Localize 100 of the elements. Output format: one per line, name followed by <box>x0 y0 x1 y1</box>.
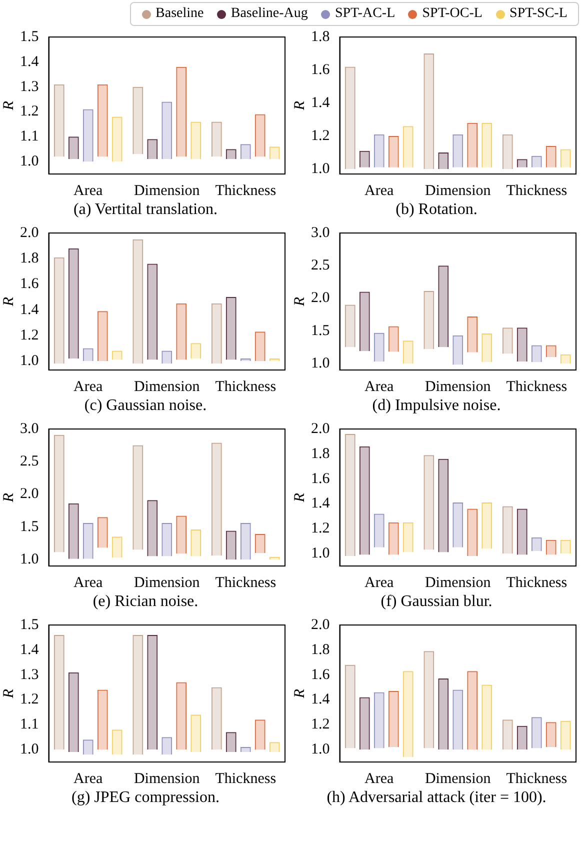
legend-label: SPT-SC-L <box>508 6 568 22</box>
bar <box>190 529 202 556</box>
bar <box>402 522 414 552</box>
text: (d) Impulsive noise. <box>371 396 502 416</box>
bar <box>190 122 202 160</box>
x-tick-label: Thickness <box>506 378 568 395</box>
bar <box>482 684 492 750</box>
legend-label: Baseline-Aug <box>230 6 308 22</box>
bar <box>54 434 64 552</box>
y-tick-label: 2.0 <box>20 486 39 502</box>
y-tick-label: 1.2 <box>311 716 330 733</box>
bar <box>402 340 414 364</box>
bar <box>82 522 94 559</box>
y-tick-label: 1.3 <box>20 78 39 95</box>
bar <box>211 442 222 556</box>
x-tick-label: Dimension <box>424 182 492 199</box>
bar <box>344 304 356 348</box>
bar <box>147 634 158 750</box>
bar <box>502 328 513 354</box>
bar <box>211 122 222 157</box>
bar <box>438 458 449 552</box>
bar <box>68 136 79 160</box>
text: (b) Rotation. <box>394 200 478 220</box>
y-tick-label: 1.2 <box>20 104 39 120</box>
y-axis-title: R <box>292 492 308 504</box>
y-tick-label: 2.0 <box>311 616 330 633</box>
bar <box>112 116 122 162</box>
y-tick-label: 1.0 <box>20 352 39 369</box>
bar <box>254 332 266 362</box>
bar <box>359 697 370 750</box>
y-tick-label: 1.4 <box>20 302 40 318</box>
bar <box>482 333 492 362</box>
y-tick-label: 1.8 <box>311 446 330 462</box>
bar <box>211 303 222 364</box>
y-tick-label: 1.0 <box>20 551 39 568</box>
bar <box>97 690 108 750</box>
bar <box>132 239 144 364</box>
x-tick-label: Area <box>74 770 104 787</box>
bar <box>162 522 172 556</box>
bar <box>388 326 399 352</box>
bar <box>254 534 266 553</box>
bar <box>467 122 478 168</box>
legend-label: Baseline <box>154 6 204 22</box>
bar <box>176 66 187 157</box>
y-axis-title: R <box>0 688 17 700</box>
y-tick-label: 1.1 <box>20 128 39 145</box>
bar <box>560 149 571 168</box>
bar <box>226 297 236 360</box>
x-tick-label: Thickness <box>506 574 568 591</box>
text: (e) Rician noise. <box>92 592 200 612</box>
y-tick-label: 1.6 <box>311 62 330 78</box>
x-tick-label: Area <box>74 378 104 395</box>
bar <box>452 690 464 750</box>
bar <box>467 508 478 556</box>
x-tick-label: Area <box>364 770 394 787</box>
bar <box>374 134 384 168</box>
x-tick-label: Dimension <box>134 574 200 591</box>
bar <box>452 134 464 168</box>
y-tick-label: 1.4 <box>20 642 40 658</box>
bar <box>176 682 187 750</box>
y-tick-label: 1.4 <box>311 94 330 111</box>
bar <box>424 54 434 170</box>
bar <box>112 730 122 755</box>
bar <box>132 445 144 550</box>
y-tick-label: 1.2 <box>20 692 39 708</box>
y-axis-title: R <box>0 296 17 308</box>
bar <box>68 503 79 559</box>
bar <box>254 720 266 750</box>
bar <box>374 332 384 362</box>
y-tick-label: 1.2 <box>311 128 330 144</box>
bar <box>467 671 478 750</box>
bar <box>560 720 571 750</box>
y-tick-label: 1.4 <box>20 54 40 70</box>
y-tick-label: 1.8 <box>311 28 330 45</box>
bar <box>546 146 556 168</box>
bar <box>516 328 528 362</box>
bar <box>344 434 356 556</box>
y-tick-label: 1.0 <box>311 355 330 372</box>
x-tick-label: Thickness <box>215 182 276 199</box>
bar <box>240 522 251 560</box>
bar <box>147 500 158 556</box>
bar <box>82 109 94 162</box>
bar <box>467 316 478 352</box>
bar <box>68 248 79 358</box>
x-tick-label: Area <box>364 182 394 199</box>
bar <box>502 506 513 554</box>
y-axis-title: R <box>292 296 308 308</box>
bar <box>240 747 251 752</box>
y-tick-label: 1.0 <box>311 545 330 562</box>
bar <box>112 536 122 558</box>
bar <box>388 522 399 555</box>
bar <box>226 732 236 752</box>
y-tick-label: 2.0 <box>311 290 330 306</box>
bar <box>162 737 172 755</box>
x-tick-label: Dimension <box>424 378 492 395</box>
bar <box>54 634 64 750</box>
legend-label: SPT-AC-L <box>334 6 396 22</box>
bar <box>452 335 464 365</box>
y-tick-label: 2.5 <box>20 454 39 470</box>
bar <box>226 530 236 560</box>
